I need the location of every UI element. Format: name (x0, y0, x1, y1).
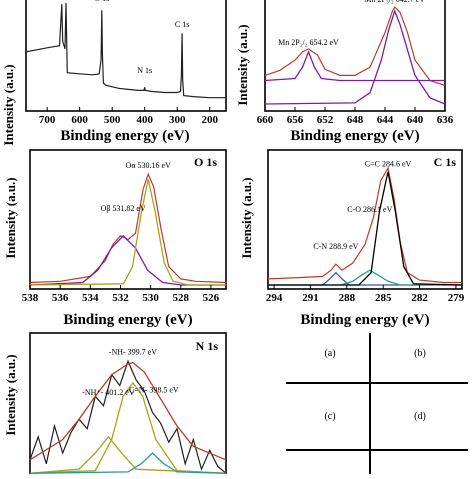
panel-c-tick-label-6: 526 (203, 292, 220, 304)
panel-e-peak-label-0: -NH- 399.7 eV (109, 348, 157, 357)
panel-b-tick-label-3: 648 (347, 114, 364, 126)
panel-a-series-0 (25, 2, 226, 99)
panel-e-frame (29, 332, 227, 479)
panel-a-peak-label-1: N 1s (137, 66, 152, 75)
panel-a-tick-label-5: 200 (201, 114, 218, 126)
panel-c-ylabel: Intensity (a.u.) (3, 177, 18, 258)
panel-d-tick-label-2: 288 (339, 292, 356, 304)
panel-c-series-2 (29, 179, 226, 286)
panel-b-series-1 (264, 50, 445, 82)
panel-d-tick-label-1: 291 (302, 292, 319, 304)
panel-b-tick-label-4: 644 (377, 114, 394, 126)
panel-d-frame (267, 149, 463, 290)
grid-label-b: (b) (414, 348, 426, 359)
panel-b-tick-label-6: 636 (437, 114, 454, 126)
panel-b-series-2 (264, 9, 446, 105)
panel-c-peak-label-1: Oβ 531.82 eV (101, 204, 146, 213)
panel-c-plot: 538 536 534 532 530 528 526 Oα 530.16 eV Oβ 531.… (22, 161, 227, 304)
panel-a-tick-label-2: 500 (104, 114, 121, 126)
panel-d-peak-label-2: C-N 288.9 eV (313, 242, 358, 251)
panel-c: Intensity (a.u.) 538 536 534 532 530 528 526 Oα… (3, 149, 227, 328)
panel-b-tick-label-1: 656 (287, 114, 304, 126)
panel-e-plot: -NH- 399.7 eV -NH⁺- 401.2 eV-C=N- 398.5 e… (29, 348, 227, 474)
panel-a: Intensity (a.u.) 700 600 500 400 300 200 O 1s N… (1, 0, 227, 146)
panel-c-tick-label-0: 538 (22, 292, 39, 304)
panel-e-peak-label-1: -NH⁺- 401.2 eV (82, 388, 135, 397)
panel-e-series-1 (29, 361, 227, 461)
panel-e-series-3 (29, 381, 227, 474)
panel-b-frame (264, 0, 446, 112)
panel-a-ylabel: Intensity (a.u.) (1, 64, 16, 145)
panel-e-title: N 1s (196, 339, 219, 353)
panel-b-xlabel: Binding energy (eV) (290, 128, 419, 144)
panel-d-plot: 294 291 288 285 282 279 C=C 284.6 eV C-O 286.1 … (266, 160, 465, 304)
panel-b: Intensity (a.u.) 660 656 652 648 644 640 636 Mn… (235, 0, 454, 144)
panel-a-frame (25, 0, 227, 112)
panel-e-series-0 (29, 359, 227, 474)
panel-a-peak-label-0: O 1s (94, 0, 109, 3)
panel-e-series-2 (29, 435, 227, 474)
panel-b-plot: 660 656 652 648 644 640 636 Mn 2P₁/₂ 654.2 eV Mn… (257, 0, 454, 126)
panel-c-tick-label-4: 530 (142, 292, 159, 304)
panel-d-title: C 1s (434, 155, 457, 169)
panel-c-tick-label-2: 534 (82, 292, 99, 304)
panel-d-peak-label-1: C-O 286.1 eV (347, 205, 392, 214)
panel-b-peak-label-0: Mn 2P₁/₂ 654.2 eV (278, 38, 339, 47)
panel-c-xlabel: Binding energy (eV) (63, 312, 192, 328)
panel-d-tick-label-0: 294 (266, 292, 283, 304)
panel-d-xlabel: Binding energy (eV) (300, 312, 429, 328)
panel-c-peak-label-0: Oα 530.16 eV (126, 161, 172, 170)
grid-label-c: (c) (324, 411, 335, 422)
panel-d-peak-label-0: C=C 284.6 eV (365, 160, 412, 169)
panel-c-tick-label-1: 536 (52, 292, 69, 304)
panel-e: Intensity (a.u.) -NH- 399.7 eV -NH⁺- 401.… (3, 332, 227, 479)
panel-b-tick-label-2: 652 (317, 114, 334, 126)
panel-b-series-0 (264, 6, 446, 87)
panel-d-series-3 (268, 171, 463, 286)
panel-d-ylabel: Intensity (a.u.) (239, 177, 254, 258)
panel-b-ylabel: Intensity (a.u.) (235, 24, 250, 105)
panel-a-peak-label-2: C 1s (175, 20, 189, 29)
panel-b-tick-label-5: 640 (407, 114, 424, 126)
panel-c-tick-label-5: 528 (173, 292, 190, 304)
panel-e-peak-label-2: -C=N- 398.5 eV (126, 385, 179, 394)
panel-e-ylabel: Intensity (a.u.) (3, 354, 18, 435)
panel-a-plot: 700 600 500 400 300 200 O 1s N 1s C 1s (25, 0, 226, 126)
panel-c-frame (29, 149, 227, 290)
panel-a-xlabel: Binding energy (eV) (60, 128, 189, 144)
panel-c-series-0 (29, 172, 227, 284)
grid-label-a: (a) (324, 348, 335, 359)
panel-d-tick-label-4: 282 (411, 292, 428, 304)
panel-d-tick-label-3: 285 (375, 292, 392, 304)
panel-c-title: O 1s (194, 155, 217, 169)
panel-a-tick-label-0: 700 (39, 114, 56, 126)
panel-d: Intensity (a.u.) 294 291 288 285 282 279 C=C 2… (239, 149, 465, 328)
panel-a-tick-label-3: 400 (136, 114, 153, 126)
grid-label-d: (d) (414, 411, 426, 422)
panel-d-series-2 (268, 269, 462, 286)
panel-d-series-0 (267, 166, 462, 284)
panel-c-tick-label-3: 532 (112, 292, 129, 304)
layout-grid: (a) (b) (c) (d) (286, 333, 468, 474)
panel-d-tick-label-5: 279 (448, 292, 465, 304)
panel-a-tick-label-1: 600 (71, 114, 88, 126)
panel-e-series-4 (29, 452, 227, 474)
panel-c-series-1 (29, 234, 226, 286)
panel-b-peak-label-1: Mn 2P₃/₂ 642.7 eV (364, 0, 425, 4)
panel-a-tick-label-4: 300 (169, 114, 186, 126)
panel-b-tick-label-0: 660 (257, 114, 274, 126)
